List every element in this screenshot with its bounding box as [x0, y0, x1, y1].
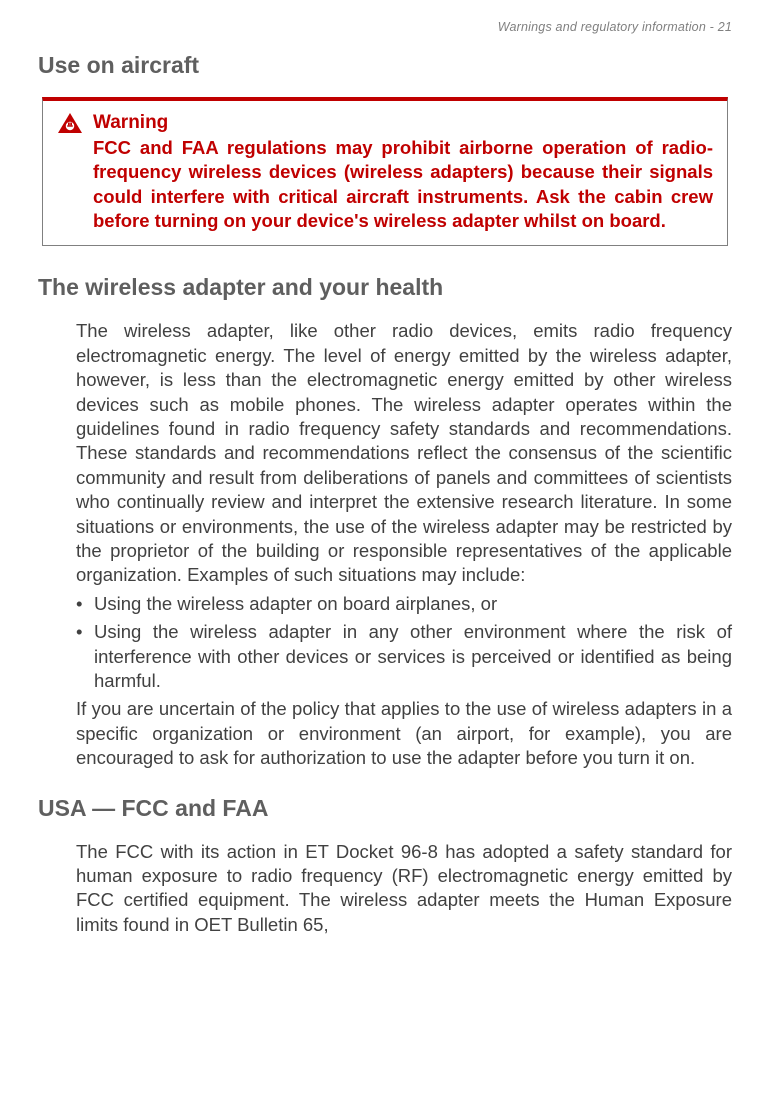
bullet-list: • Using the wireless adapter on board ai… [76, 592, 732, 694]
warning-box: Warning FCC and FAA regulations may proh… [42, 97, 728, 246]
list-item: • Using the wireless adapter in any othe… [76, 620, 732, 693]
bullet-mark: • [76, 620, 94, 693]
bullet-mark: • [76, 592, 94, 616]
heading-use-on-aircraft: Use on aircraft [38, 52, 732, 79]
heading-usa-fcc-faa: USA — FCC and FAA [38, 795, 732, 822]
para-wireless-health-2: If you are uncertain of the policy that … [76, 697, 732, 770]
bullet-text: Using the wireless adapter in any other … [94, 620, 732, 693]
list-item: • Using the wireless adapter on board ai… [76, 592, 732, 616]
para-wireless-health-1: The wireless adapter, like other radio d… [76, 319, 732, 587]
warning-body: FCC and FAA regulations may prohibit air… [93, 136, 713, 234]
page-header: Warnings and regulatory information - 21 [38, 20, 732, 34]
warning-icon [57, 112, 83, 139]
heading-wireless-health: The wireless adapter and your health [38, 274, 732, 301]
para-usa-fcc-1: The FCC with its action in ET Docket 96-… [76, 840, 732, 938]
warning-title: Warning [93, 111, 713, 136]
bullet-text: Using the wireless adapter on board airp… [94, 592, 732, 616]
